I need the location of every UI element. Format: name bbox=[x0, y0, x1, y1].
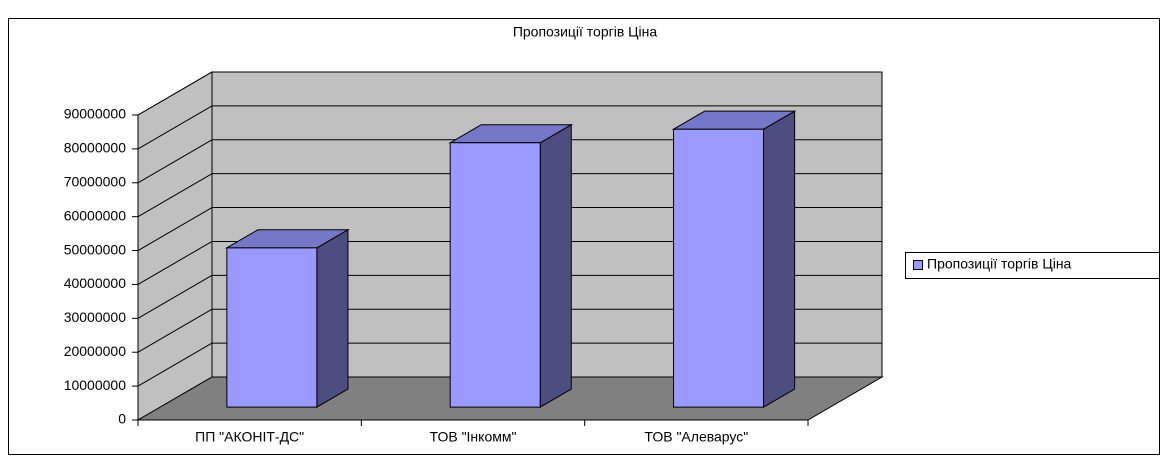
side-wall bbox=[137, 71, 213, 421]
x-tick-label: ТОВ "Алеварус" bbox=[644, 429, 748, 445]
y-tick-label: 90000000 bbox=[64, 106, 127, 122]
bar-side bbox=[316, 228, 349, 408]
grid-line bbox=[137, 241, 213, 285]
x-tick-label: ТОВ "Інкомм" bbox=[430, 429, 517, 445]
y-tick-label: 50000000 bbox=[64, 241, 127, 257]
bar bbox=[226, 247, 318, 408]
y-tick-label: 20000000 bbox=[64, 343, 127, 359]
bar-side bbox=[763, 110, 796, 408]
legend-label: Пропозиції торгів Ціна bbox=[927, 256, 1072, 272]
grid-line bbox=[137, 105, 213, 150]
y-tick-label: 70000000 bbox=[64, 173, 127, 189]
y-tick-label: 60000000 bbox=[64, 207, 127, 223]
grid-line bbox=[137, 139, 213, 184]
grid-line bbox=[137, 274, 213, 319]
legend bbox=[905, 252, 1160, 279]
y-tick-label: 10000000 bbox=[64, 377, 127, 393]
grid-line bbox=[137, 173, 213, 218]
y-tick-label: 30000000 bbox=[64, 309, 127, 325]
x-tick-label: ПП "АКОНІТ-ДС" bbox=[195, 429, 304, 445]
y-tick-label: 0 bbox=[118, 411, 126, 427]
plot bbox=[137, 71, 882, 408]
bar bbox=[673, 128, 765, 408]
bar bbox=[449, 142, 541, 408]
y-tick-label: 40000000 bbox=[64, 275, 127, 291]
grid-line bbox=[137, 342, 213, 387]
grid-line bbox=[137, 71, 213, 116]
grid-line bbox=[137, 308, 213, 353]
y-tick-label: 80000000 bbox=[64, 140, 127, 156]
bar-side bbox=[539, 123, 572, 408]
chart-title: Пропозиції торгів Ціна bbox=[513, 24, 658, 40]
grid-line bbox=[137, 207, 213, 251]
legend-swatch bbox=[913, 260, 923, 270]
